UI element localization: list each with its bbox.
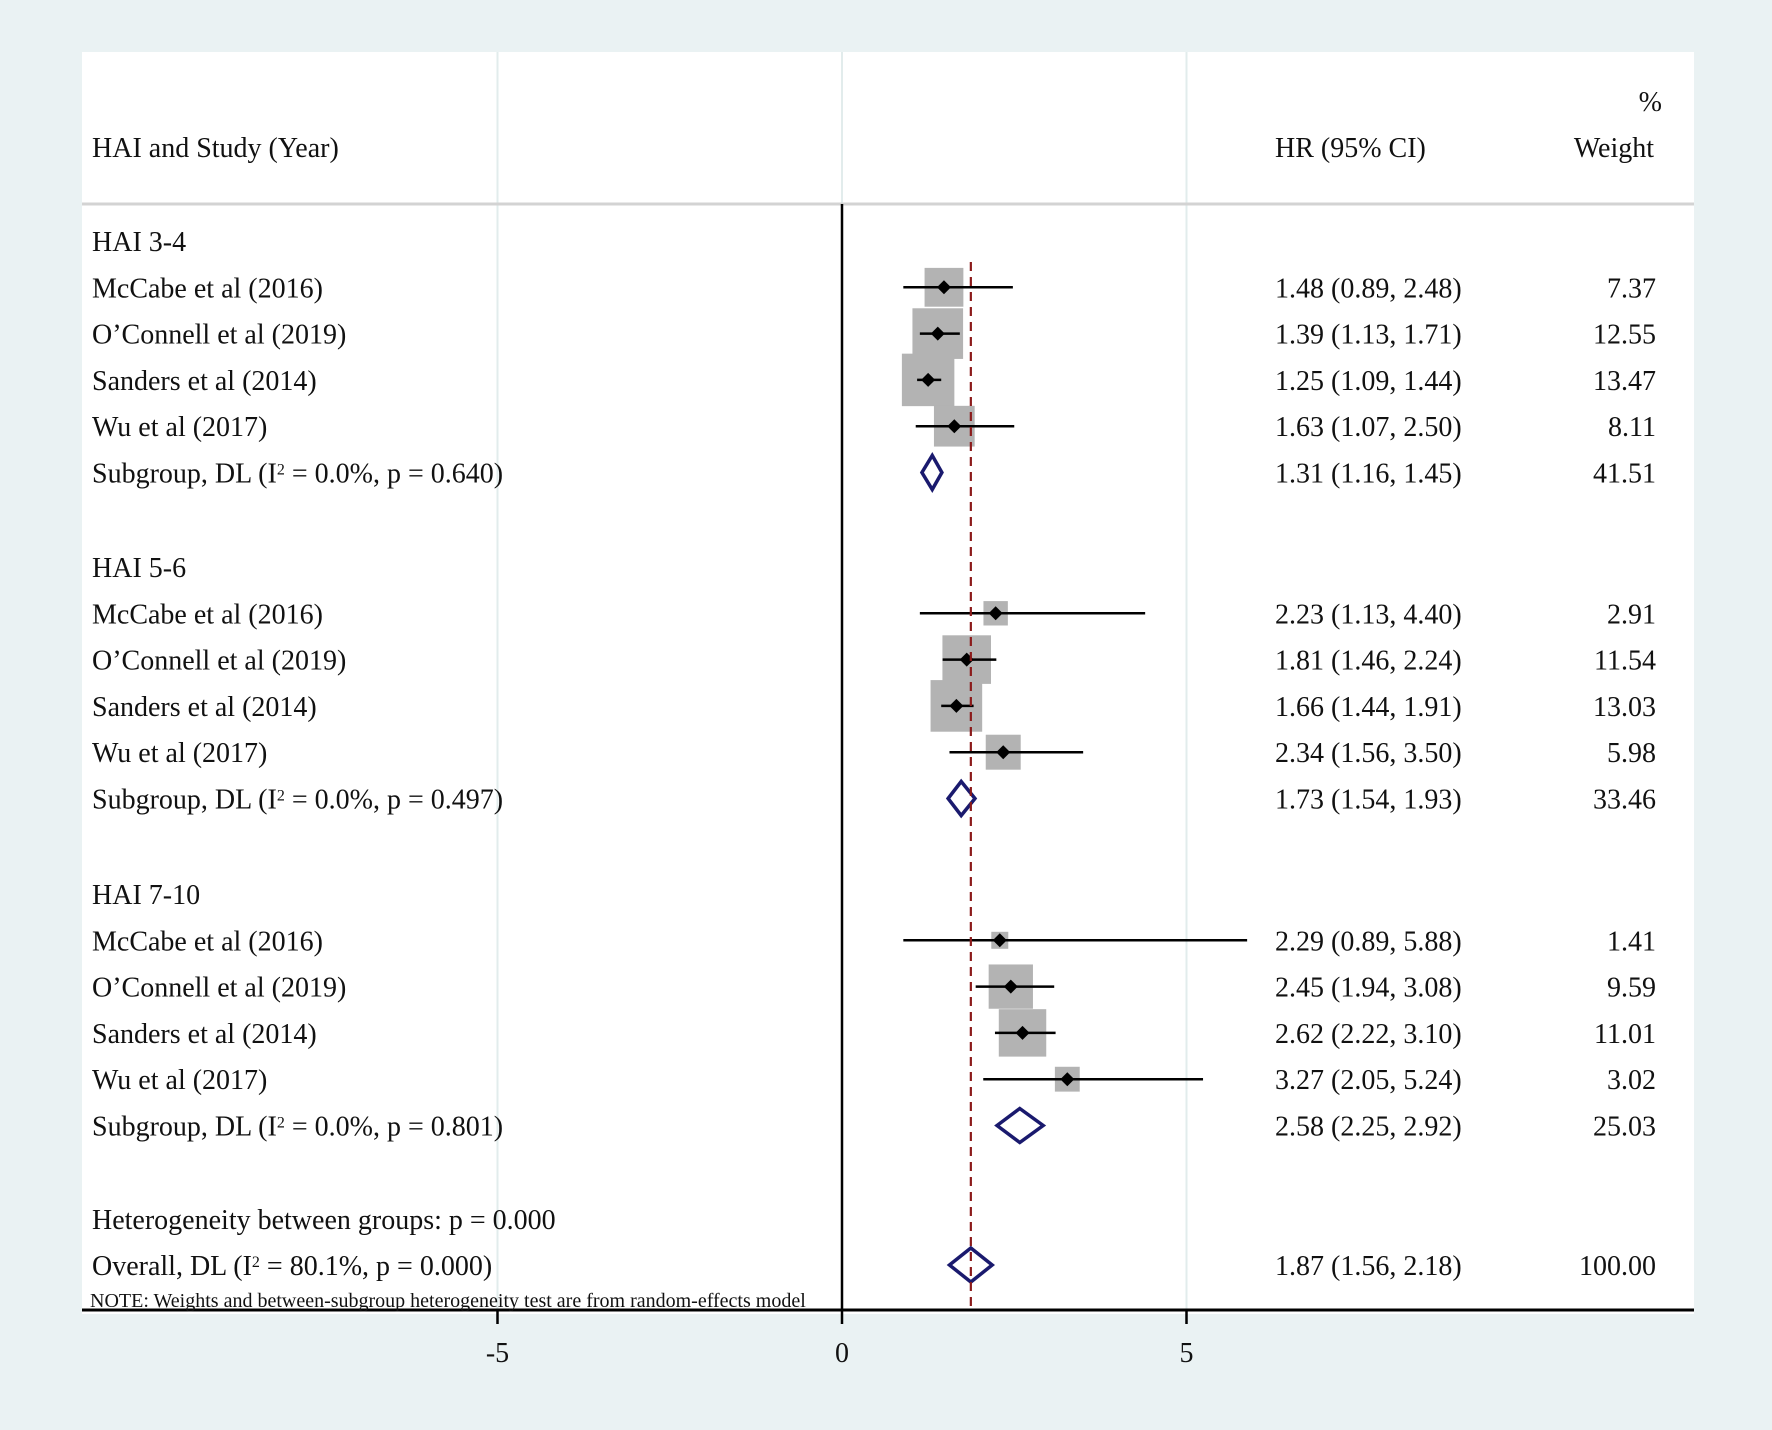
subgroup-label-3-superscript: 2 xyxy=(277,1114,285,1131)
overall-ci-text: 1.87 (1.56, 2.18) xyxy=(1275,1251,1462,1282)
study-ci-text: 1.48 (0.89, 2.48) xyxy=(1275,273,1462,304)
study-weight-text: 7.37 xyxy=(1607,273,1656,304)
x-axis-tick-label-0: -5 xyxy=(486,1338,509,1369)
study-label: McCabe et al (2016) xyxy=(92,599,323,630)
study-point-estimate xyxy=(947,419,962,434)
overall-label-prefix: Overall, DL (I xyxy=(92,1251,252,1282)
study-ci-text: 1.66 (1.44, 1.91) xyxy=(1275,692,1462,723)
group-label-1: HAI 3-4 xyxy=(92,227,186,258)
study-ci-text: 1.39 (1.13, 1.71) xyxy=(1275,320,1462,351)
subgroup-label-2-suffix: = 0.0%, p = 0.497) xyxy=(285,785,503,816)
study-ci-text: 1.81 (1.46, 2.24) xyxy=(1275,646,1462,677)
subgroup-label-1-superscript: 2 xyxy=(277,461,285,478)
study-weight-text: 13.03 xyxy=(1593,692,1656,723)
study-weight-text: 11.54 xyxy=(1594,646,1656,677)
overall-diamond xyxy=(946,1245,996,1285)
study-point-estimate xyxy=(1015,1025,1030,1040)
header-weight-percent: % xyxy=(1639,87,1662,118)
study-weight-text: 12.55 xyxy=(1593,320,1656,351)
subgroup-ci-text-1: 1.31 (1.16, 1.45) xyxy=(1275,459,1462,490)
study-ci-text: 2.23 (1.13, 4.40) xyxy=(1275,599,1462,630)
x-axis-tick-label-1: 0 xyxy=(835,1338,849,1369)
study-weight-text: 8.11 xyxy=(1608,412,1656,443)
study-ci-text: 1.25 (1.09, 1.44) xyxy=(1275,366,1462,397)
study-point-estimate xyxy=(1003,979,1018,994)
study-point-estimate xyxy=(930,326,945,341)
subgroup-label-1: Subgroup, DL (I2 = 0.0%, p = 0.640) xyxy=(92,459,503,490)
study-weight-text: 11.01 xyxy=(1594,1019,1656,1050)
subgroup-label-2-prefix: Subgroup, DL (I xyxy=(92,785,277,816)
study-ci-text: 1.63 (1.07, 2.50) xyxy=(1275,412,1462,443)
study-point-estimate xyxy=(992,933,1007,948)
heterogeneity-text: Heterogeneity between groups: p = 0.000 xyxy=(92,1205,556,1236)
subgroup-label-3-prefix: Subgroup, DL (I xyxy=(92,1112,277,1143)
study-label: O’Connell et al (2019) xyxy=(92,320,346,351)
subgroup-label-2: Subgroup, DL (I2 = 0.0%, p = 0.497) xyxy=(92,785,503,816)
note-text: NOTE: Weights and between-subgroup heter… xyxy=(90,1290,806,1312)
header-effect-label: HR (95% CI) xyxy=(1275,133,1426,164)
overall-label-superscript: 2 xyxy=(252,1254,260,1271)
study-ci-text: 3.27 (2.05, 5.24) xyxy=(1275,1065,1462,1096)
subgroup-ci-text-2: 1.73 (1.54, 1.93) xyxy=(1275,785,1462,816)
study-ci-text: 2.34 (1.56, 3.50) xyxy=(1275,738,1462,769)
study-label: McCabe et al (2016) xyxy=(92,273,323,304)
study-label: Wu et al (2017) xyxy=(92,738,267,769)
study-weight-text: 1.41 xyxy=(1607,926,1656,957)
subgroup-label-2-superscript: 2 xyxy=(277,787,285,804)
study-point-estimate xyxy=(1060,1072,1075,1087)
study-label: Sanders et al (2014) xyxy=(92,366,317,397)
subgroup-label-1-prefix: Subgroup, DL (I xyxy=(92,459,277,490)
group-label-3: HAI 7-10 xyxy=(92,880,200,911)
study-label: Wu et al (2017) xyxy=(92,1065,267,1096)
study-weight-text: 3.02 xyxy=(1607,1065,1656,1096)
subgroup-weight-text-1: 41.51 xyxy=(1593,459,1656,490)
study-point-estimate xyxy=(936,280,951,295)
forest-rows: HAI 3-4 McCabe et al (2016) 1.48 (0.89, 2.… xyxy=(92,227,1656,1282)
overall-label: Overall, DL (I2 = 80.1%, p = 0.000) xyxy=(92,1251,492,1282)
study-weight-text: 9.59 xyxy=(1607,973,1656,1004)
subgroup-weight-text-2: 33.46 xyxy=(1593,785,1656,816)
subgroup-weight-text-3: 25.03 xyxy=(1593,1112,1656,1143)
subgroup-diamond-2 xyxy=(945,778,978,819)
study-ci-text: 2.45 (1.94, 3.08) xyxy=(1275,973,1462,1004)
x-axis-tick-label-2: 5 xyxy=(1180,1338,1194,1369)
x-axis: -5 0 5 xyxy=(82,1308,1694,1369)
overall-label-suffix: = 80.1%, p = 0.000) xyxy=(260,1251,492,1282)
overall-weight-text: 100.00 xyxy=(1579,1251,1656,1282)
header-study-label: HAI and Study (Year) xyxy=(92,133,339,164)
subgroup-ci-text-3: 2.58 (2.25, 2.92) xyxy=(1275,1112,1462,1143)
study-label: McCabe et al (2016) xyxy=(92,926,323,957)
subgroup-label-3-suffix: = 0.0%, p = 0.801) xyxy=(285,1112,503,1143)
study-label: Sanders et al (2014) xyxy=(92,1019,317,1050)
study-point-estimate xyxy=(988,606,1003,621)
study-weight-text: 13.47 xyxy=(1593,366,1656,397)
study-label: O’Connell et al (2019) xyxy=(92,646,346,677)
study-ci-text: 2.62 (2.22, 3.10) xyxy=(1275,1019,1462,1050)
study-weight-text: 2.91 xyxy=(1607,599,1656,630)
header-weight-label: Weight xyxy=(1574,133,1654,164)
study-label: O’Connell et al (2019) xyxy=(92,973,346,1004)
study-label: Wu et al (2017) xyxy=(92,412,267,443)
study-weight-text: 5.98 xyxy=(1607,738,1656,769)
subgroup-label-3: Subgroup, DL (I2 = 0.0%, p = 0.801) xyxy=(92,1112,503,1143)
study-point-estimate xyxy=(921,372,936,387)
group-label-2: HAI 5-6 xyxy=(92,553,186,584)
forest-marks xyxy=(840,204,1248,1310)
plot-area xyxy=(82,52,1694,1314)
subgroup-diamond-1 xyxy=(919,452,944,493)
study-label: Sanders et al (2014) xyxy=(92,692,317,723)
study-point-estimate xyxy=(996,745,1011,760)
study-ci-text: 2.29 (0.89, 5.88) xyxy=(1275,926,1462,957)
study-point-estimate xyxy=(949,698,964,713)
subgroup-diamond-3 xyxy=(994,1106,1047,1145)
subgroup-label-1-suffix: = 0.0%, p = 0.640) xyxy=(285,459,503,490)
